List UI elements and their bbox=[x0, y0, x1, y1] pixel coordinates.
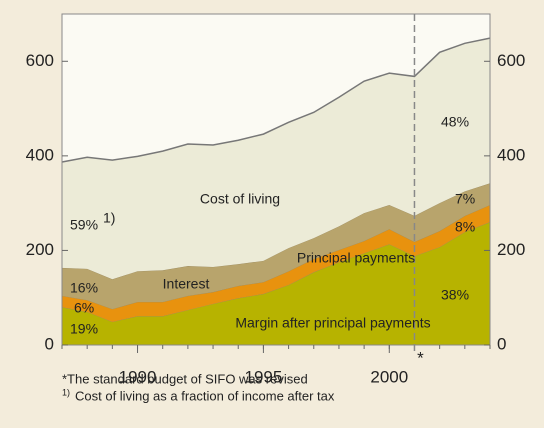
y2-tick-label: 600 bbox=[497, 51, 525, 70]
share-label: 48% bbox=[441, 114, 469, 130]
share-label: 7% bbox=[455, 191, 475, 207]
x-tick-label: 1990 bbox=[119, 367, 157, 386]
plot-frame bbox=[61, 13, 491, 346]
share-label: 38% bbox=[441, 287, 469, 303]
share-label: 59% bbox=[70, 217, 98, 233]
footnote-marker: 1) bbox=[62, 387, 70, 397]
y-tick-label: 200 bbox=[26, 240, 54, 259]
share-label: 16% bbox=[70, 280, 98, 296]
footnote: Cost of living as a fraction of income a… bbox=[75, 388, 335, 403]
y-tick-label: 0 bbox=[45, 334, 54, 353]
series-label: Interest bbox=[163, 276, 210, 292]
y2-tick-label: 200 bbox=[497, 240, 525, 259]
revision-marker: * bbox=[417, 348, 424, 367]
share-label: 6% bbox=[74, 300, 94, 316]
x-tick-label: 2000 bbox=[370, 367, 408, 386]
area bbox=[62, 222, 490, 345]
share-label: 8% bbox=[455, 219, 475, 235]
note-marker: 1) bbox=[103, 210, 115, 226]
area bbox=[62, 205, 490, 322]
y-tick-label: 400 bbox=[26, 145, 54, 164]
area bbox=[62, 38, 490, 280]
series-label: Cost of living bbox=[200, 191, 280, 207]
area bbox=[62, 183, 490, 310]
footnote: *The standard budget of SIFO was revised bbox=[62, 371, 308, 386]
y2-tick-label: 400 bbox=[497, 145, 525, 164]
x-tick-label: 1995 bbox=[244, 367, 282, 386]
series-label: Margin after principal payments bbox=[235, 315, 430, 331]
y-tick-label: 600 bbox=[26, 51, 54, 70]
area-edge bbox=[61, 37, 491, 163]
y2-tick-label: 0 bbox=[497, 334, 506, 353]
series-label: Principal payments bbox=[297, 250, 415, 266]
share-label: 19% bbox=[70, 321, 98, 337]
